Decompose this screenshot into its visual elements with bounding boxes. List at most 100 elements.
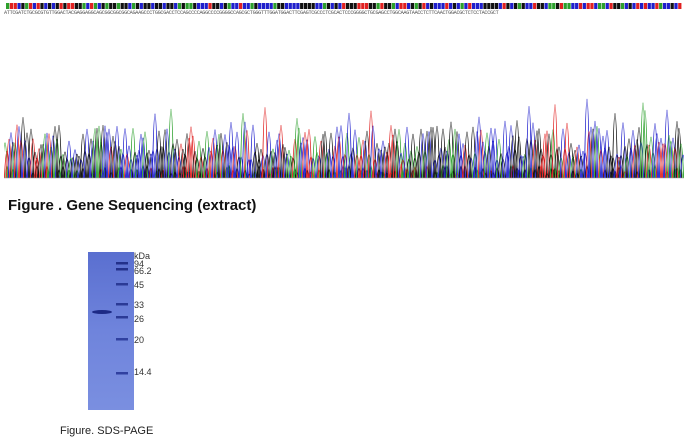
chromatogram-peak [603, 129, 611, 179]
base-call-tick [609, 3, 613, 9]
marker-label-94: 94 [134, 259, 145, 269]
chromatogram-peak [543, 130, 551, 179]
base-call-tick [529, 3, 533, 9]
ladder-band-33 [116, 303, 128, 306]
base-call-tick [613, 3, 617, 9]
base-call-tick [464, 3, 468, 9]
base-call-tick [643, 3, 648, 9]
gel-unit-label: kDa [134, 251, 151, 261]
chromatogram-peak [401, 142, 409, 179]
ladder-band-66 [116, 268, 128, 271]
chromatogram-peak [489, 141, 497, 179]
chromatogram-peak [519, 156, 527, 179]
base-call-tick [143, 3, 147, 9]
base-call-tick [166, 3, 170, 9]
chromatogram-peak [663, 109, 671, 179]
chromatogram-peak [4, 151, 11, 179]
chromatogram-peak [383, 152, 391, 179]
ladder-band-26 [116, 316, 128, 319]
base-call-tick [384, 3, 388, 9]
chromatogram-peak [337, 125, 345, 179]
base-call-tick [258, 3, 262, 9]
base-call-tick [582, 3, 586, 9]
chromatogram-peak [287, 155, 295, 179]
base-call-tick [151, 3, 155, 9]
base-call-tick [502, 3, 506, 9]
chromatogram-peak [129, 128, 137, 179]
chromatogram-peak [639, 102, 647, 179]
base-call-tick [25, 3, 29, 9]
chromatogram-peak [563, 123, 571, 179]
base-call-tick [292, 3, 296, 9]
base-call-tick [28, 3, 33, 9]
chromatogram-peak [677, 143, 684, 179]
base-call-tick [647, 3, 651, 9]
base-call-tick [559, 3, 564, 9]
chromatogram-peak [569, 156, 577, 179]
base-call-tick [242, 3, 247, 9]
chromatogram-peak [347, 153, 355, 179]
base-call-tick [353, 3, 357, 9]
chromatogram-peak [433, 125, 441, 179]
chromatogram-peak [305, 128, 313, 179]
base-call-tick [280, 3, 285, 9]
base-call-tick [21, 3, 25, 9]
marker-label-20: 20 [134, 335, 145, 345]
base-call-tick [483, 3, 487, 9]
base-call-tick [200, 3, 205, 9]
base-call-tick [13, 3, 17, 9]
base-call-tick [449, 3, 453, 9]
chromatogram-peak [675, 127, 683, 179]
chromatogram-peak [533, 130, 541, 179]
chromatogram-peak [277, 124, 285, 179]
base-call-tick [269, 3, 273, 9]
ladder-band-45 [116, 283, 128, 286]
chromatogram-peak [439, 128, 447, 179]
base-call-tick [452, 3, 457, 9]
chromatogram-peak [403, 126, 411, 179]
base-call-tick [189, 3, 193, 9]
base-call-tick [36, 3, 40, 9]
base-call-tick [193, 3, 197, 9]
base-call-tick [651, 3, 655, 9]
chromatogram-peak [53, 139, 61, 179]
base-call-tick [456, 3, 460, 9]
sample-band [92, 310, 112, 314]
marker-label-45: 45 [134, 280, 145, 290]
base-call-tick [6, 3, 10, 9]
chromatogram-peak [477, 129, 485, 179]
base-call-tick [315, 3, 319, 9]
base-call-tick [219, 3, 224, 9]
chromatogram-peak [233, 131, 241, 179]
base-call-tick [372, 3, 376, 9]
base-call-tick [326, 3, 331, 9]
base-call-tick [70, 3, 75, 9]
base-call-tick [147, 3, 151, 9]
base-call-tick [261, 3, 266, 9]
base-call-tick [391, 3, 395, 9]
chromatogram-peak [75, 155, 83, 179]
chromatogram-peak [227, 122, 235, 179]
chromatogram-peak [579, 151, 587, 179]
base-call-tick [487, 3, 491, 9]
chromatogram-peak [465, 154, 473, 179]
base-call-tick [548, 3, 552, 9]
base-call-tick [93, 3, 98, 9]
base-call-tick [441, 3, 445, 9]
chromatogram-peak [207, 151, 215, 179]
base-call-tick [349, 3, 353, 9]
chromatogram-peak [189, 136, 197, 179]
base-call-tick [181, 3, 185, 9]
base-call-tick [288, 3, 292, 9]
chromatogram-peak [641, 110, 649, 179]
chromatogram-peak [551, 104, 559, 179]
base-call-tick [361, 3, 365, 9]
base-call-tick [9, 3, 14, 9]
chromatogram-peak [307, 156, 315, 179]
base-call-tick [498, 3, 502, 9]
base-call-tick [185, 3, 189, 9]
chromatogram-peak [271, 152, 279, 179]
sequencing-chromatogram [4, 98, 684, 179]
base-call-tick [670, 3, 674, 9]
ladder-band-94 [116, 262, 128, 265]
